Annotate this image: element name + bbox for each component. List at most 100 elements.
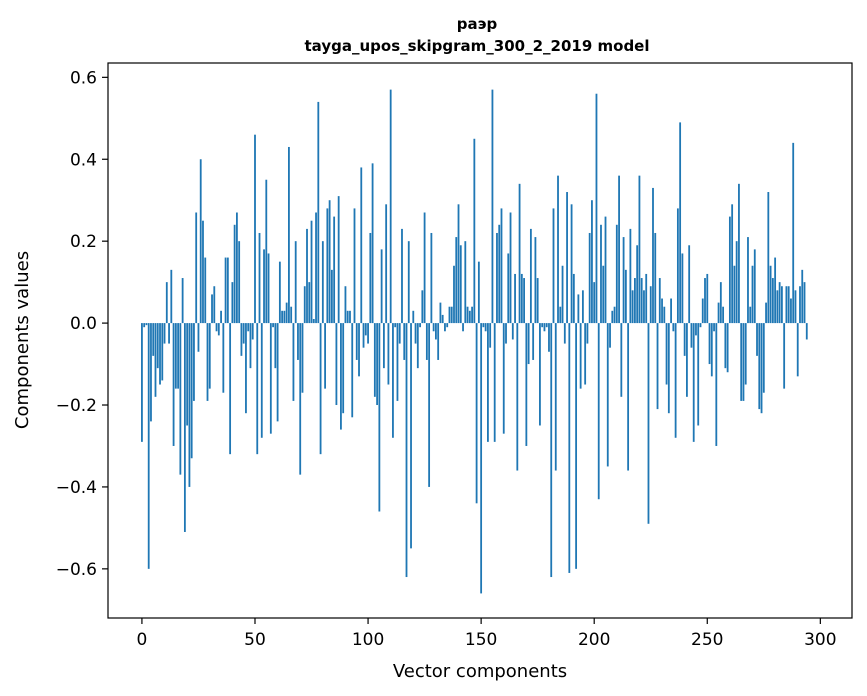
bar-component-153	[487, 323, 489, 442]
bar-component-234	[670, 298, 672, 324]
bar-component-209	[613, 306, 616, 324]
bar-component-260	[728, 216, 731, 324]
bar-component-267	[744, 323, 747, 385]
bar-component-44	[240, 323, 243, 356]
bar-component-87	[337, 196, 340, 324]
bar-component-37	[224, 257, 227, 324]
bar-component-179	[545, 323, 548, 328]
bar-component-26	[199, 159, 202, 324]
bar-component-240	[683, 323, 686, 356]
bar-component-204	[602, 265, 605, 324]
bar-component-145	[468, 310, 471, 324]
bar-component-121	[414, 323, 417, 344]
x-tick-label: 200	[578, 630, 610, 650]
y-tick-label: 0.0	[70, 314, 97, 334]
bar-component-249	[704, 278, 706, 324]
bar-component-41	[233, 224, 236, 324]
bar-component-170	[525, 323, 528, 446]
bar-component-72	[303, 286, 306, 324]
bar-component-290	[796, 323, 799, 377]
bar-component-47	[247, 323, 250, 332]
bar-component-105	[378, 323, 381, 512]
bar-component-126	[425, 323, 428, 360]
plot-frame	[107, 62, 853, 619]
bar-component-161	[505, 323, 507, 344]
bar-component-117	[405, 323, 408, 578]
bar-component-50	[254, 134, 256, 324]
bar-component-206	[606, 323, 609, 467]
bar-component-49	[251, 323, 254, 340]
bar-component-248	[701, 298, 704, 324]
bar-component-241	[686, 323, 688, 397]
bar-component-93	[351, 323, 354, 418]
bar-component-95	[355, 323, 358, 360]
bar-component-226	[652, 187, 654, 324]
bar-component-212	[620, 323, 623, 397]
y-axis-ticks: −0.6 −0.4 −0.2 0.0 0.2 0.4 0.6	[56, 68, 108, 580]
bar-component-34	[217, 323, 220, 336]
bar-component-268	[747, 237, 749, 324]
bar-component-246	[697, 323, 700, 426]
chart-title: раэр	[457, 15, 498, 33]
bar-component-90	[344, 286, 347, 324]
bar-component-132	[439, 302, 442, 324]
bar-component-182	[552, 208, 555, 324]
bar-component-45	[242, 323, 245, 344]
bar-component-263	[735, 241, 738, 324]
bar-component-57	[269, 323, 272, 434]
bar-component-60	[276, 323, 279, 422]
bar-component-227	[654, 232, 657, 324]
bar-component-157	[496, 232, 498, 324]
bar-component-5	[152, 323, 155, 356]
bar-component-219	[636, 245, 639, 324]
bar-component-192	[575, 323, 578, 569]
bar-component-288	[792, 142, 795, 324]
bar-component-84	[330, 269, 333, 324]
bar-component-194	[579, 323, 582, 389]
bar-component-255	[717, 302, 720, 324]
bar-component-235	[672, 323, 675, 332]
bar-component-2	[145, 323, 148, 326]
bar-component-278	[769, 265, 772, 324]
bar-component-218	[634, 278, 636, 324]
bar-component-1	[143, 323, 146, 328]
bar-component-91	[346, 310, 349, 324]
y-tick-label: 0.4	[70, 150, 97, 170]
y-tick-label: 0.6	[70, 68, 97, 88]
bar-component-293	[803, 282, 806, 324]
bar-component-100	[367, 323, 369, 344]
bar-component-230	[661, 298, 663, 324]
bar-component-29	[206, 323, 209, 401]
bar-component-134	[444, 323, 446, 332]
bar-component-223	[645, 273, 648, 324]
bar-component-75	[310, 220, 313, 324]
bar-component-284	[783, 323, 786, 389]
bar-component-23	[193, 323, 195, 401]
bar-component-131	[437, 323, 440, 360]
bar-component-122	[416, 323, 419, 369]
bar-component-7	[156, 323, 159, 369]
bar-component-283	[780, 286, 783, 324]
bar-component-13	[170, 269, 173, 324]
chart-subtitle: tayga_upos_skipgram_300_2_2019 model	[305, 37, 650, 55]
bar-component-40	[231, 282, 234, 324]
bar-component-173	[532, 323, 535, 360]
bar-component-245	[695, 323, 697, 336]
bar-component-171	[527, 323, 530, 365]
bar-component-81	[324, 323, 326, 389]
bar-component-9	[161, 323, 164, 381]
bar-component-258	[724, 323, 727, 369]
bar-component-262	[733, 265, 736, 324]
bar-component-272	[756, 323, 758, 356]
bar-component-199	[591, 200, 593, 324]
bar-component-36	[222, 323, 225, 393]
bar-component-55	[265, 179, 268, 324]
bar-component-239	[681, 253, 684, 324]
bars-group	[141, 89, 808, 594]
bar-component-181	[550, 323, 553, 578]
bar-component-32	[213, 286, 216, 324]
bar-component-180	[548, 323, 550, 352]
bar-component-54	[263, 249, 265, 324]
bar-component-139	[455, 237, 458, 324]
